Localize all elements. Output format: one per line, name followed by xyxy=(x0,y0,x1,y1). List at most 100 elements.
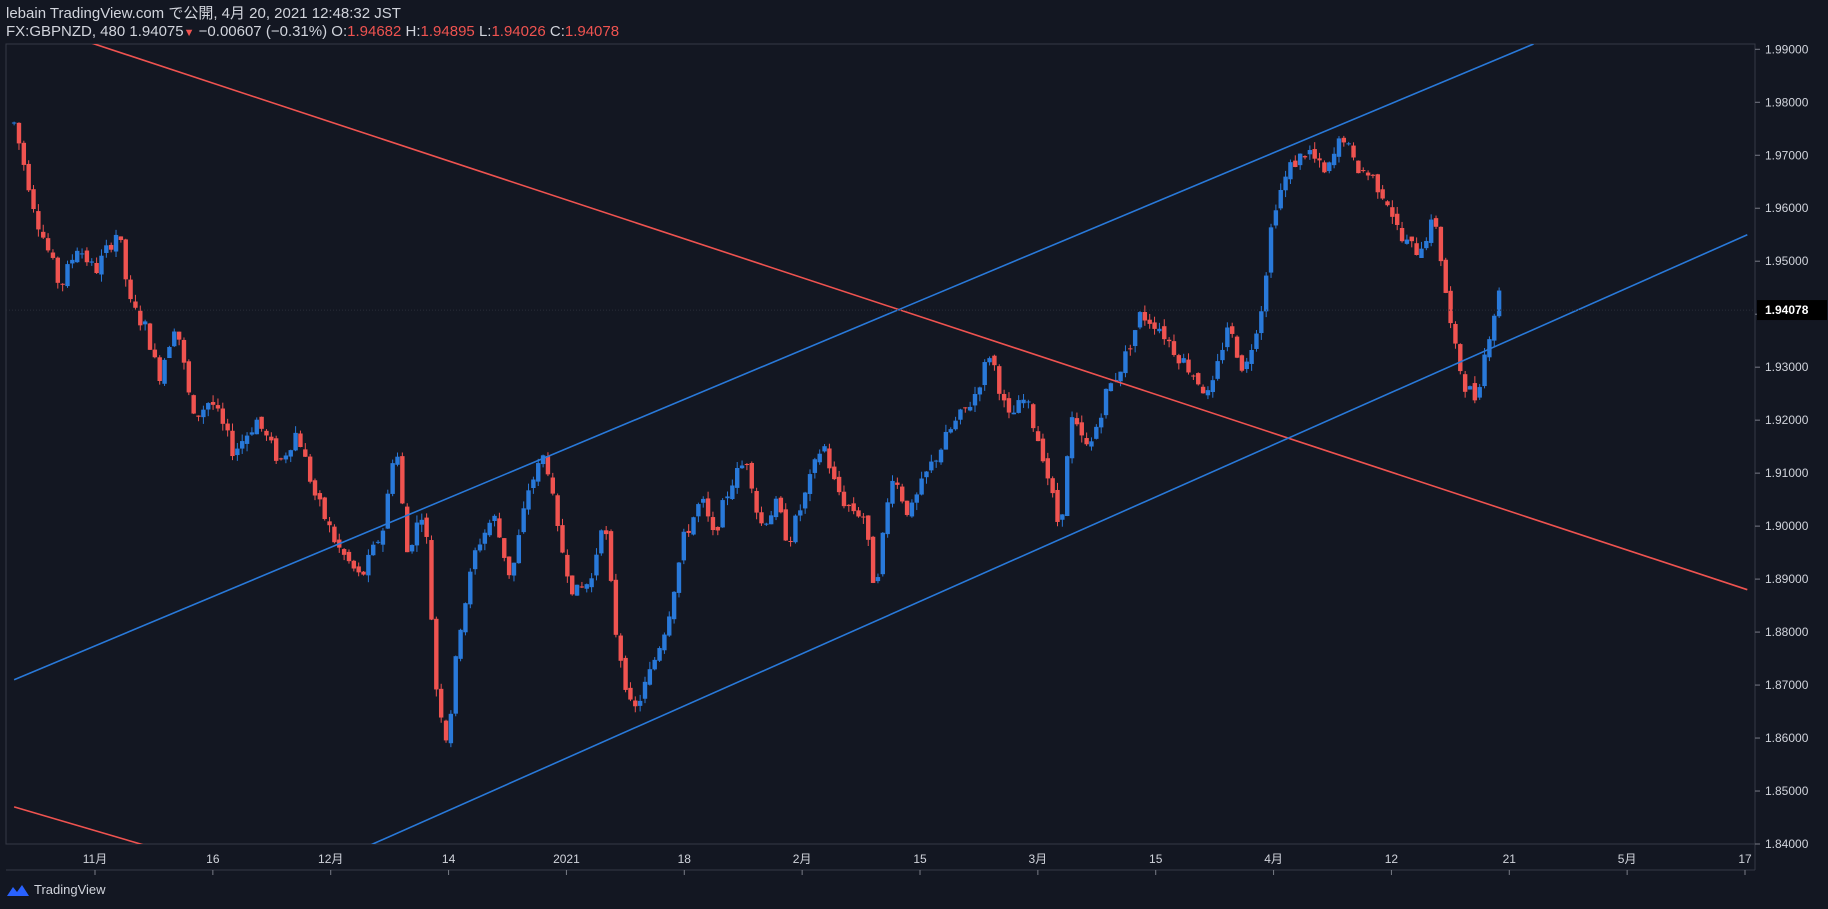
candle-body xyxy=(1065,456,1070,517)
candle-body xyxy=(599,530,604,554)
candle-body xyxy=(1462,374,1468,392)
candle-body xyxy=(1404,239,1410,244)
candle-body xyxy=(1147,319,1152,324)
candle-body xyxy=(147,323,153,350)
candle-body xyxy=(448,713,454,744)
candle-body xyxy=(1361,170,1366,172)
candle-body xyxy=(332,526,337,543)
candle-body xyxy=(1016,400,1021,413)
candle-body xyxy=(933,460,939,462)
candle-body xyxy=(104,245,109,253)
candle-body xyxy=(608,531,614,581)
y-tick-label: 1.97000 xyxy=(1765,148,1809,162)
candle-body xyxy=(938,449,944,463)
candle-body xyxy=(390,463,395,494)
candle-body xyxy=(1225,327,1230,348)
candle-body xyxy=(84,250,90,263)
candle-body xyxy=(1424,240,1429,249)
low-label: L: xyxy=(478,23,492,40)
candle-body xyxy=(385,493,390,529)
candle-body xyxy=(900,486,905,502)
x-tick-label: 2月 xyxy=(793,852,812,866)
candle-body xyxy=(958,409,963,420)
candle-body xyxy=(793,515,798,543)
candle-body xyxy=(31,189,36,210)
candle-body xyxy=(783,509,788,541)
candle-body xyxy=(259,416,264,429)
candle-body xyxy=(45,238,51,251)
time-axis[interactable]: 11月 16 12月 14 2021 18 2月 15 3月 15 4月 12 21 5月 17 xyxy=(83,852,1752,875)
candle-body xyxy=(735,468,740,488)
tradingview-branding[interactable]: TradingView xyxy=(6,882,106,897)
candle-body xyxy=(118,236,124,240)
candle-body xyxy=(1230,326,1235,334)
candle-body xyxy=(720,500,725,528)
candle-body xyxy=(89,261,94,263)
y-tick-label: 1.86000 xyxy=(1765,731,1809,745)
candle-body xyxy=(108,244,114,250)
candle-body xyxy=(1356,160,1361,174)
candle-body xyxy=(628,687,633,700)
candle-body xyxy=(1365,172,1371,176)
candle-body xyxy=(909,502,915,517)
candle-body xyxy=(914,494,919,503)
candle-body xyxy=(967,406,973,411)
candle-body xyxy=(1390,207,1395,217)
y-tick-label: 1.87000 xyxy=(1765,678,1809,692)
candle-body xyxy=(521,508,526,533)
price-change: −0.00607 (−0.31%) xyxy=(198,23,328,40)
brand-label: TradingView xyxy=(34,882,106,897)
candle-body xyxy=(1244,361,1249,370)
candle-body xyxy=(70,259,75,264)
candle-body xyxy=(1438,226,1444,262)
candle-body xyxy=(1142,312,1148,321)
candle-body xyxy=(380,530,386,545)
candle-body xyxy=(1205,390,1211,396)
candle-body xyxy=(443,720,449,741)
last-price-marker: 1.94078 xyxy=(6,300,1827,321)
candle-body xyxy=(1215,361,1220,379)
symbol-label[interactable]: FX:GBPNZD, 480 xyxy=(6,23,126,40)
candle-body xyxy=(225,423,230,431)
candle-body xyxy=(526,490,531,510)
candle-body xyxy=(36,211,41,230)
candle-body xyxy=(60,283,65,285)
candle-body xyxy=(405,506,410,553)
candle-body xyxy=(201,409,206,418)
candle-body xyxy=(1060,514,1065,520)
candle-body xyxy=(477,544,483,551)
candle-body xyxy=(113,234,119,252)
candle-body xyxy=(953,420,958,430)
candle-body xyxy=(264,430,269,436)
candle-body xyxy=(667,616,672,636)
candle-body xyxy=(1132,330,1138,347)
candle-body xyxy=(99,255,104,275)
publish-info: lebain TradingView.com で公開, 4月 20, 2021 … xyxy=(6,5,401,22)
candle-body xyxy=(341,549,347,555)
candle-body xyxy=(1496,290,1502,317)
candle-body xyxy=(972,394,978,406)
candle-body xyxy=(662,634,667,651)
candle-body xyxy=(249,432,255,435)
candle-body xyxy=(895,482,900,485)
candle-body xyxy=(288,450,293,457)
candle-body xyxy=(764,523,769,525)
candle-body xyxy=(536,463,541,482)
trendline xyxy=(370,233,1748,844)
candle-body xyxy=(997,366,1002,394)
candle-body xyxy=(181,339,187,363)
candle-body xyxy=(919,478,924,495)
y-tick-label: 1.96000 xyxy=(1765,201,1809,215)
candle-body xyxy=(1249,349,1254,364)
candle-body xyxy=(506,556,512,576)
candle-body xyxy=(1152,322,1157,329)
candle-body xyxy=(1031,404,1036,429)
price-axis[interactable]: 1.99000 1.98000 1.97000 1.96000 1.95000 1.940… xyxy=(1755,42,1809,851)
candle-body xyxy=(759,512,764,524)
candle-body xyxy=(929,461,934,471)
candle-body xyxy=(1283,176,1288,191)
candle-body xyxy=(375,541,381,543)
trendlines[interactable] xyxy=(13,18,1748,850)
candle-body xyxy=(463,603,468,633)
